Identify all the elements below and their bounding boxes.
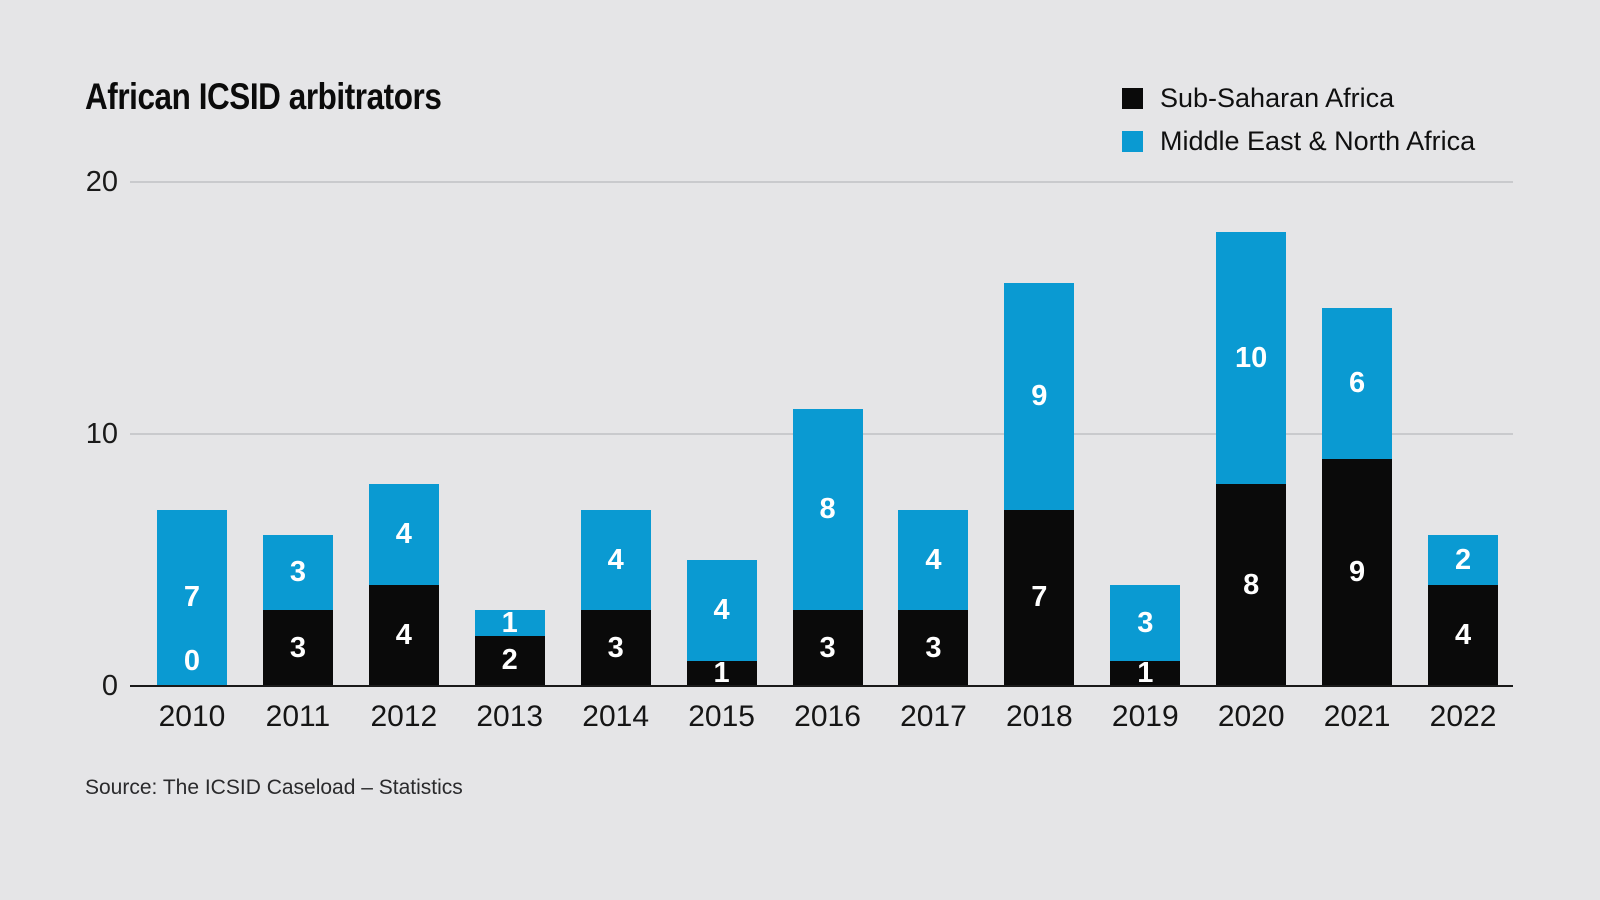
x-axis-label-2014: 2014 — [582, 700, 650, 733]
bar-segment-ssa-2022: 4 — [1428, 585, 1499, 686]
chart-title: African ICSID arbitrators — [85, 76, 442, 117]
y-axis-tick-label-10: 10 — [85, 418, 118, 450]
plot-area: 7 0 3 3 4 4 1 2 4 3 4 1 8 3 4 3 9 7 3 1 10 8 6 9 2 4 — [130, 182, 1513, 689]
x-axis-label-2018: 2018 — [1005, 700, 1073, 733]
bar-segment-mena-2019: 3 — [1110, 585, 1181, 661]
legend-label: Middle East & North Africa — [1160, 125, 1476, 156]
x-axis-label-2011: 2011 — [265, 700, 331, 733]
bar-segment-ssa-2018: 7 — [1004, 509, 1075, 686]
y-axis-tick-label-20: 20 — [85, 166, 118, 198]
bar-segment-ssa-2013: 2 — [474, 635, 545, 686]
bar-segment-mena-2013: 1 — [474, 607, 545, 639]
bar-segment-ssa-2012: 4 — [368, 585, 439, 686]
bar-segment-mena-2022: 2 — [1428, 534, 1499, 586]
bar-group-2020: 10 8 — [1216, 232, 1287, 686]
y-axis-tick-label-0: 0 — [101, 670, 118, 702]
x-axis-label-2020: 2020 — [1217, 700, 1285, 733]
x-axis-label-2010: 2010 — [158, 700, 226, 733]
bar-segment-mena-2018: 9 — [1004, 282, 1075, 510]
bar-segment-mena-2012: 4 — [368, 484, 439, 586]
bar-segment-mena-2010: 7 — [157, 509, 227, 686]
x-axis-label-2017: 2017 — [900, 700, 967, 733]
bar-segment-ssa-2017: 3 — [898, 610, 969, 686]
bar-segment-ssa-2019: 1 — [1110, 657, 1181, 689]
bar-segment-ssa-2021: 9 — [1322, 459, 1393, 686]
bar-segment-ssa-2014: 3 — [580, 610, 651, 686]
bar-segment-mena-2011: 3 — [262, 534, 333, 611]
bar-segment-ssa-2016: 3 — [792, 610, 863, 686]
x-axis-label-2013: 2013 — [476, 700, 544, 733]
x-axis-line — [130, 685, 1513, 687]
x-axis-label-2016: 2016 — [794, 700, 861, 733]
bar-segment-ssa-2015: 1 — [686, 657, 757, 689]
bar-segment-ssa-2011: 3 — [262, 610, 333, 686]
bar-segment-mena-2016: 8 — [792, 408, 863, 611]
bar-segment-mena-2017: 4 — [898, 509, 969, 611]
x-axis-label-2021: 2021 — [1323, 700, 1391, 733]
legend-item-mena: Middle East & North Africa — [1122, 125, 1476, 156]
legend-label: Sub-Saharan Africa — [1160, 82, 1395, 113]
bar-segment-mena-2020: 10 — [1216, 232, 1287, 485]
source-note: Source: The ICSID Caseload – Statistics — [85, 776, 463, 799]
bar-segment-ssa-zero-label-2010: 0 — [183, 645, 201, 677]
legend-item-sub-saharan-africa: Sub-Saharan Africa — [1122, 82, 1475, 113]
legend-swatch-blue — [1122, 130, 1143, 152]
legend-swatch-black — [1122, 87, 1143, 109]
bar-segment-mena-2015: 4 — [686, 560, 757, 661]
x-axis-label-2022: 2022 — [1429, 700, 1497, 733]
bar-segment-mena-2021: 6 — [1322, 308, 1393, 460]
legend: Sub-Saharan Africa Middle East & North A… — [1122, 82, 1476, 170]
x-axis-label-2012: 2012 — [370, 700, 438, 733]
x-axis-label-2019: 2019 — [1111, 700, 1179, 733]
x-axis-label-2015: 2015 — [688, 700, 755, 733]
gridline-20 — [130, 181, 1513, 183]
bar-segment-ssa-2020: 8 — [1216, 484, 1287, 686]
bar-segment-mena-2014: 4 — [580, 509, 651, 611]
